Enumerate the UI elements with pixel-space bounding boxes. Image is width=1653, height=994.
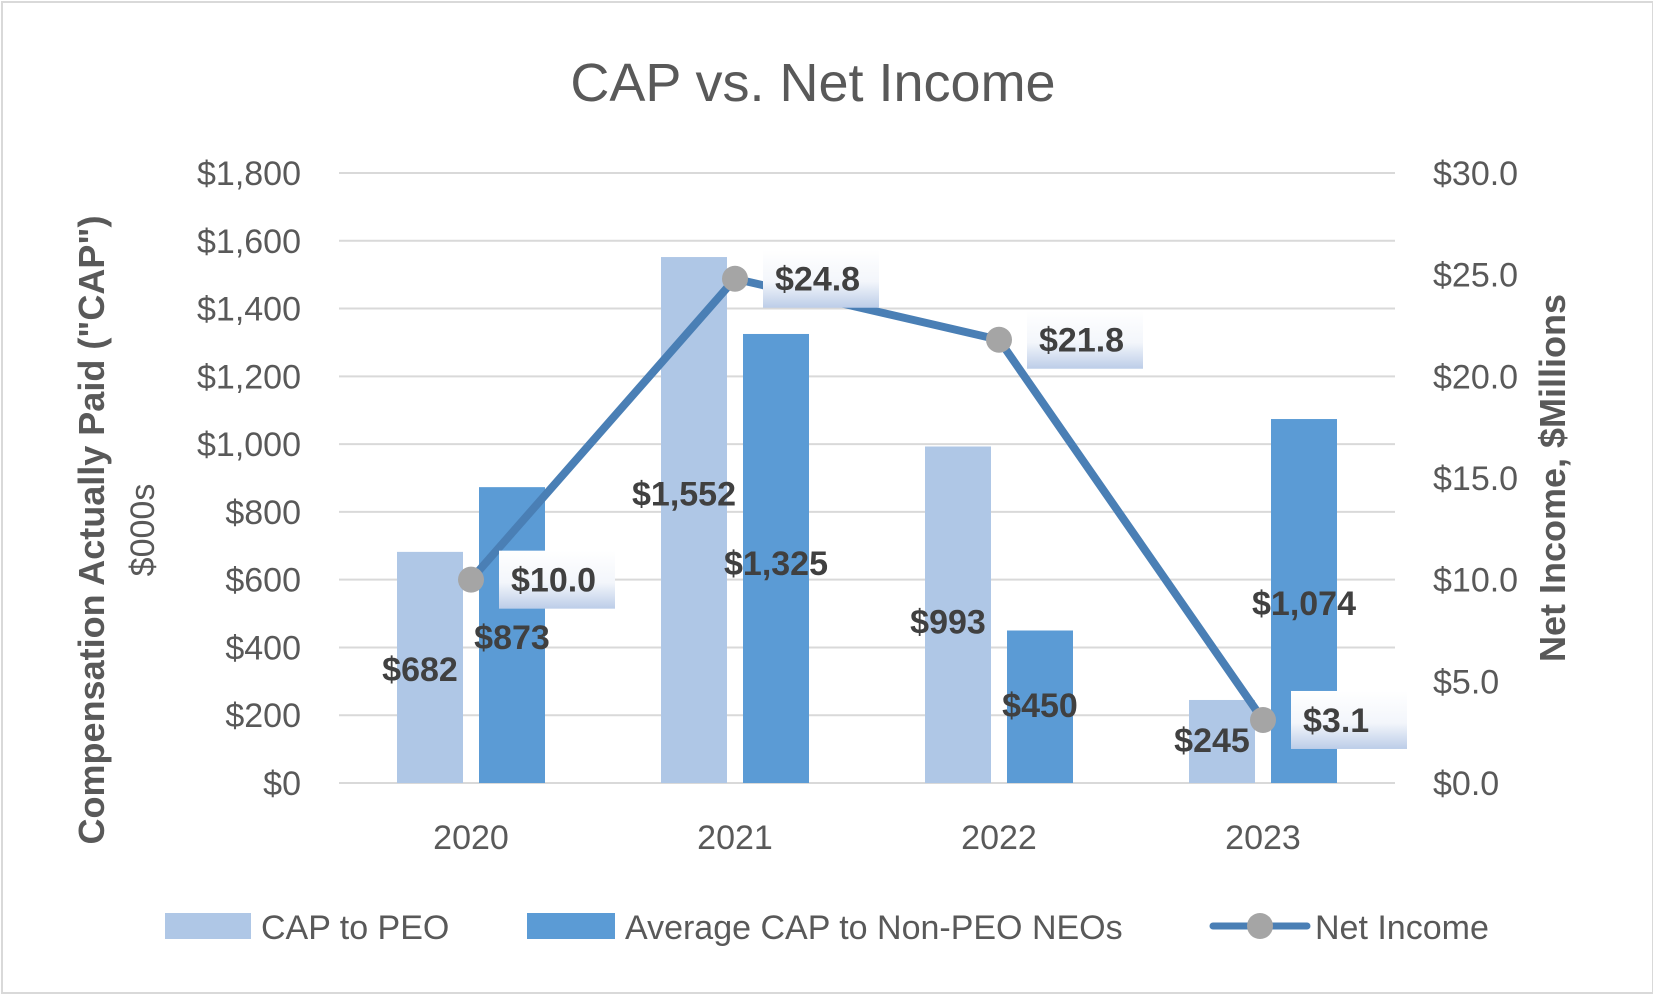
net-income-marker xyxy=(1250,706,1276,733)
data-label-net-income: $10.0 xyxy=(511,562,596,600)
bar-avg-cap-non-peo xyxy=(1007,630,1073,783)
left-axis-title: Compensation Actually Paid ("CAP") xyxy=(71,216,112,845)
legend-marker-net-income xyxy=(1247,913,1273,939)
left-axis-tick-label: $1,000 xyxy=(197,426,301,464)
legend-label-net-income: Net Income xyxy=(1315,909,1489,947)
left-axis-tick-label: $200 xyxy=(225,697,301,735)
left-axis-tick-label: $1,600 xyxy=(197,223,301,261)
left-axis-tick-label: $1,400 xyxy=(197,291,301,329)
net-income-label-box xyxy=(499,550,615,609)
net-income-label-box xyxy=(1291,690,1407,749)
left-axis-tick-label: $0 xyxy=(263,765,301,803)
net-income-marker xyxy=(722,265,748,292)
left-axis-tick-label: $1,800 xyxy=(197,155,301,193)
data-labels: $682 $1,552 $993 $245 $873 $1,325 $450 $1,074 $1… xyxy=(382,249,1407,760)
legend-label-cap-to-peo: CAP to PEO xyxy=(261,909,449,947)
legend-swatch-cap-to-peo xyxy=(165,913,251,939)
x-axis-tick-label: 2021 xyxy=(697,819,773,857)
data-label-net-income: $21.8 xyxy=(1039,322,1124,360)
right-axis-ticks: $0.0 $5.0 $10.0 $15.0 $20.0 $25.0 $30.0 xyxy=(1433,155,1518,803)
net-income-marker xyxy=(986,326,1012,353)
left-axis-tick-label: $1,200 xyxy=(197,358,301,396)
legend: CAP to PEO Average CAP to Non-PEO NEOs N… xyxy=(165,909,1489,947)
data-label-net-income: $24.8 xyxy=(775,261,860,299)
x-axis-tick-label: 2022 xyxy=(961,819,1037,857)
data-label-avg-cap-non-peo: $1,074 xyxy=(1252,585,1356,623)
right-axis-tick-label: $25.0 xyxy=(1433,257,1518,295)
chart-title: CAP vs. Net Income xyxy=(570,53,1055,113)
x-axis-tick-label: 2020 xyxy=(433,819,509,857)
bar-cap-to-peo xyxy=(925,446,991,783)
right-axis-tick-label: $20.0 xyxy=(1433,358,1518,396)
left-axis-tick-label: $600 xyxy=(225,562,301,600)
net-income-series-line xyxy=(467,274,1267,724)
left-axis-subtitle: $000s xyxy=(124,484,162,577)
bar-cap-to-peo xyxy=(397,551,463,783)
data-label-cap-to-peo: $1,552 xyxy=(632,476,736,514)
right-axis-tick-label: $30.0 xyxy=(1433,155,1518,193)
data-label-avg-cap-non-peo: $873 xyxy=(474,619,550,657)
data-label-avg-cap-non-peo: $450 xyxy=(1002,687,1078,725)
right-axis-tick-label: $0.0 xyxy=(1433,765,1499,803)
right-axis-tick-label: $10.0 xyxy=(1433,562,1518,600)
data-label-cap-to-peo: $682 xyxy=(382,651,458,689)
x-axis-tick-label: 2023 xyxy=(1225,819,1301,857)
chart-svg: CAP vs. Net Income $0 $200 $400 $600 $800 $1,… xyxy=(71,53,1573,947)
left-axis-tick-label: $800 xyxy=(225,494,301,532)
bar-avg-cap-non-peo xyxy=(743,333,809,783)
data-label-cap-to-peo: $993 xyxy=(910,603,986,641)
left-axis-ticks: $0 $200 $400 $600 $800 $1,000 $1,200 $1,400 $1,6… xyxy=(197,155,301,803)
right-axis-tick-label: $15.0 xyxy=(1433,460,1518,498)
legend-label-avg-cap-non-peo: Average CAP to Non-PEO NEOs xyxy=(625,909,1123,947)
left-axis-tick-label: $400 xyxy=(225,629,301,667)
bars xyxy=(397,257,1337,783)
data-label-avg-cap-non-peo: $1,325 xyxy=(724,545,828,583)
bar-cap-to-peo xyxy=(661,257,727,783)
data-label-net-income: $3.1 xyxy=(1303,702,1369,740)
right-axis-tick-label: $5.0 xyxy=(1433,663,1499,701)
x-axis-ticks: 2020 2021 2022 2023 xyxy=(433,819,1301,857)
data-label-cap-to-peo: $245 xyxy=(1174,722,1250,760)
right-axis-title: Net Income, $Millions xyxy=(1532,294,1573,662)
net-income-label-box xyxy=(1027,310,1143,369)
bar-cap-to-peo xyxy=(1189,699,1255,783)
net-income-line xyxy=(458,265,1276,733)
net-income-label-box xyxy=(763,249,879,308)
net-income-marker xyxy=(458,566,484,593)
legend-swatch-avg-cap-non-peo xyxy=(527,913,615,939)
